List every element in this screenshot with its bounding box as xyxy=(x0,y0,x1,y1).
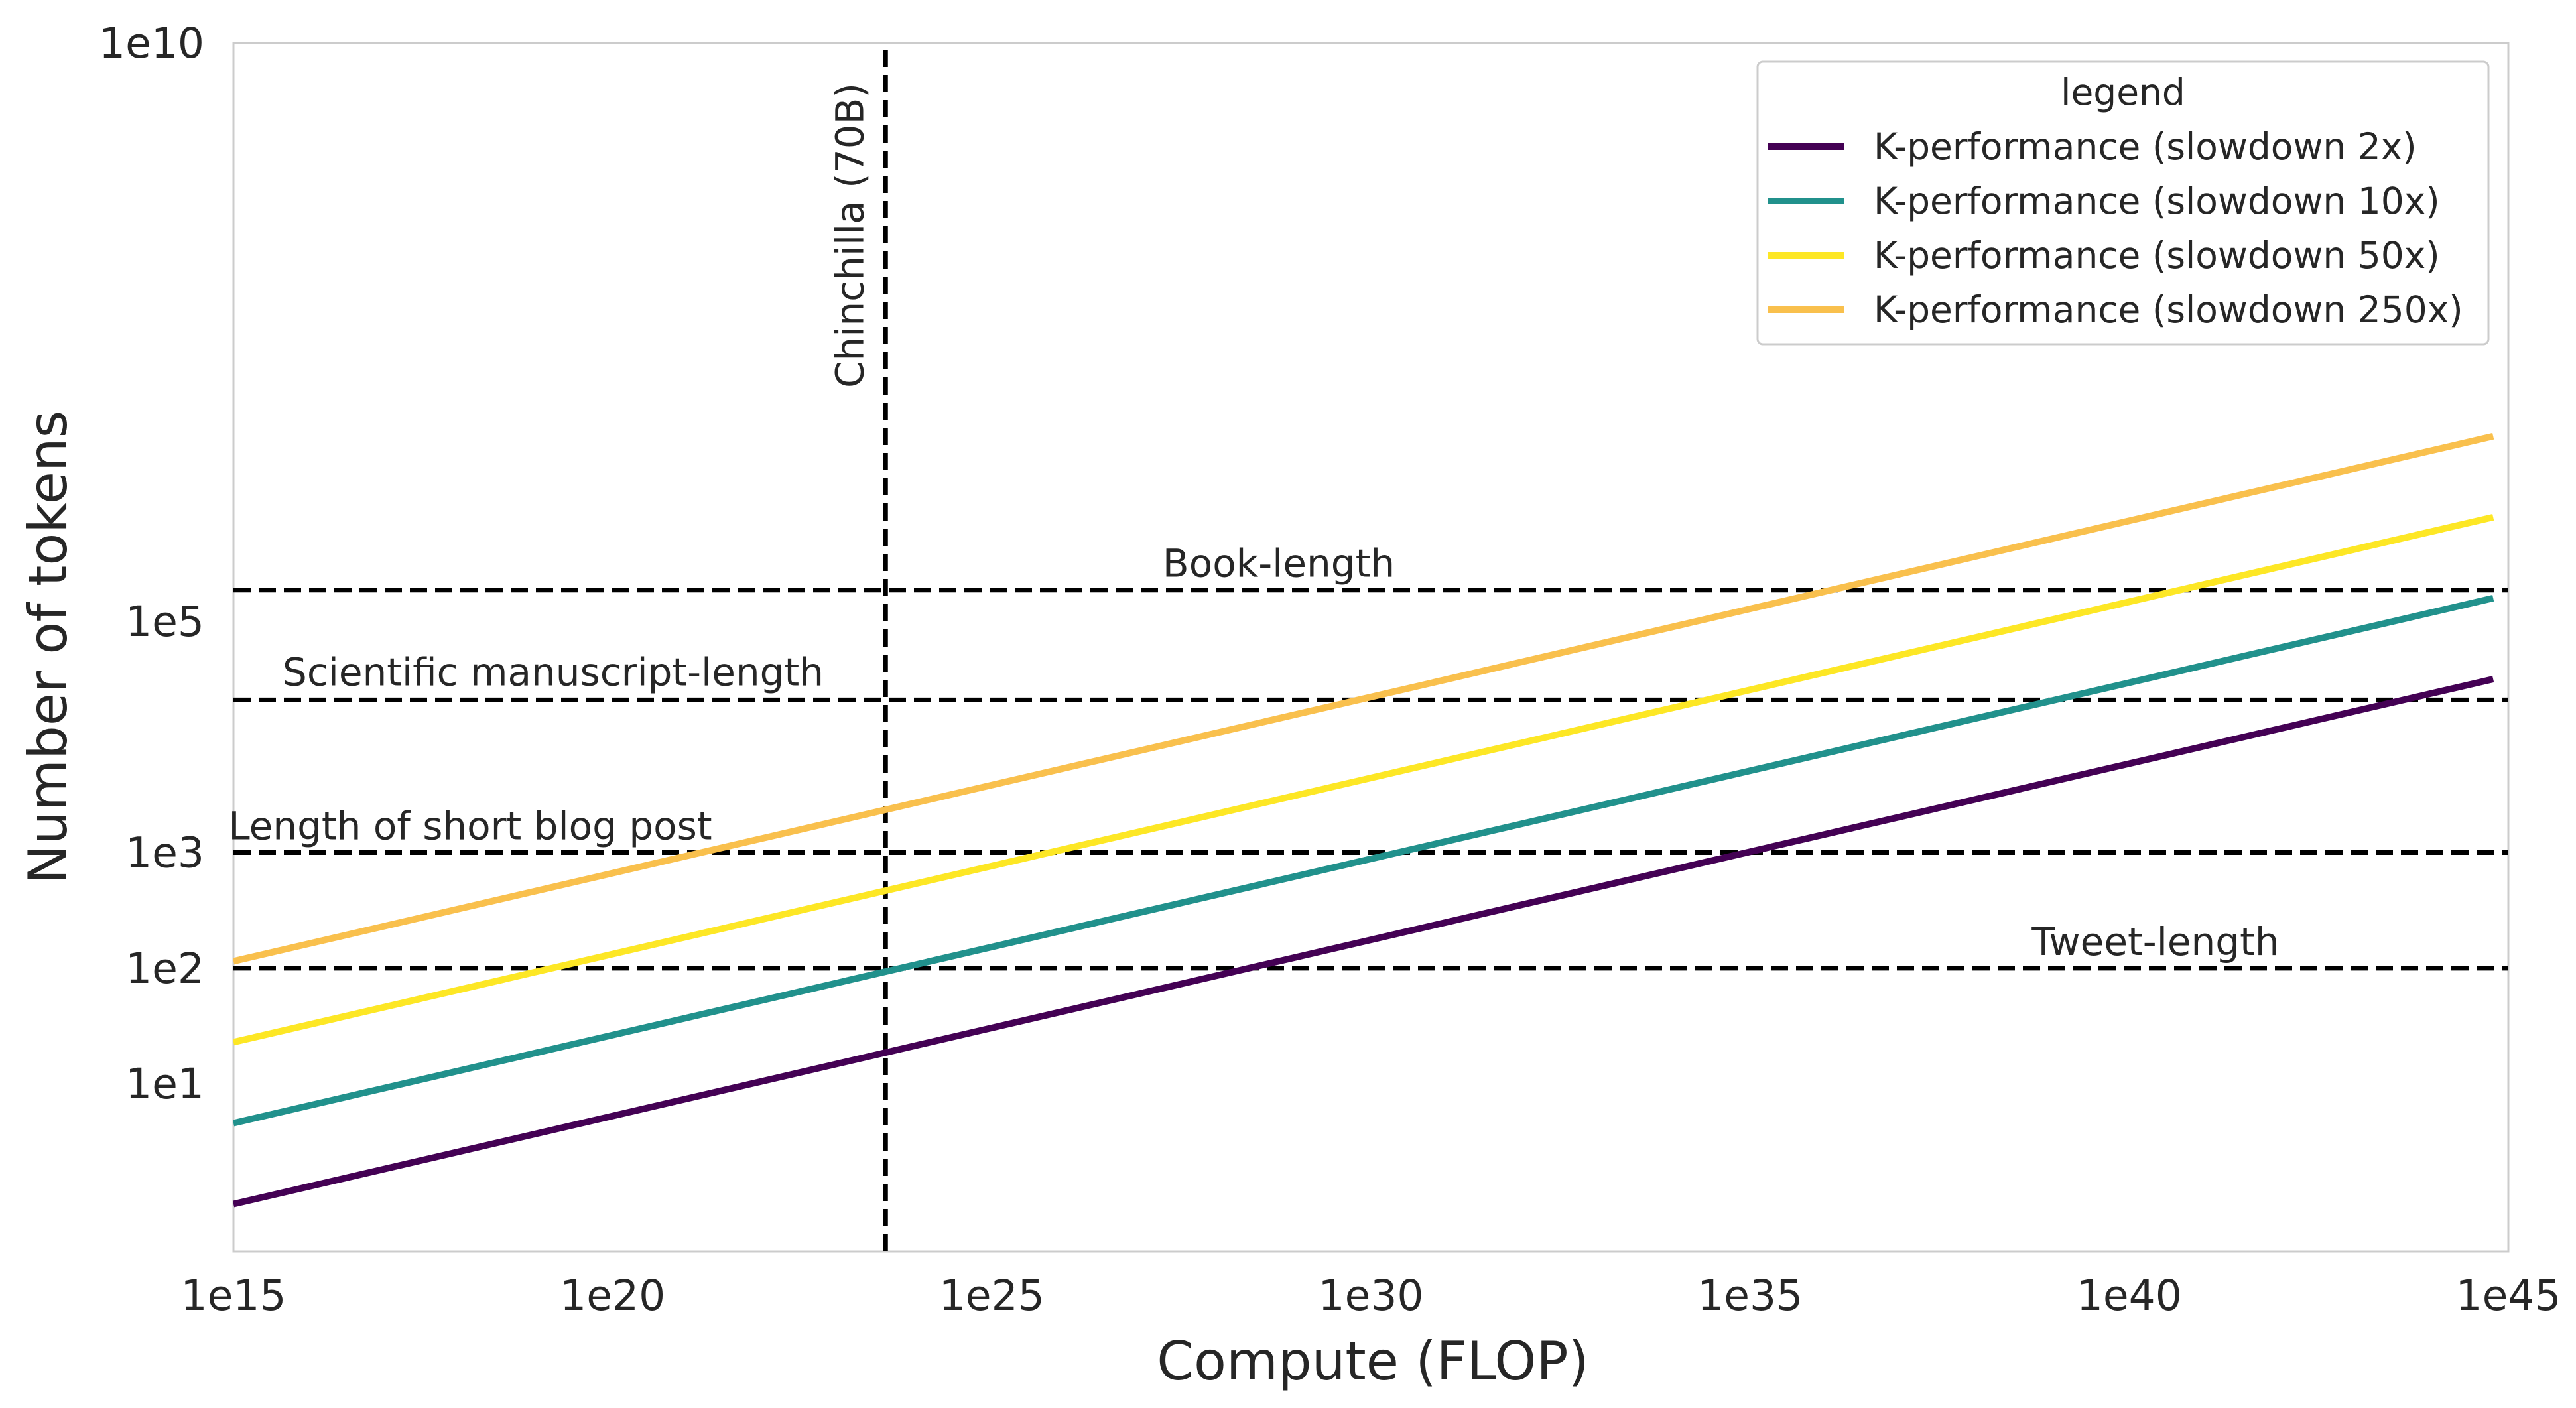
reference-label: Length of short blog post xyxy=(228,803,712,848)
y-tick-label: 1e5 xyxy=(125,598,204,646)
series-line xyxy=(232,676,2494,1208)
x-tick-label: 1e35 xyxy=(1697,1271,1803,1320)
y-tick-label: 1e1 xyxy=(125,1060,204,1108)
reference-label: Book-length xyxy=(1163,541,1395,586)
legend-title: legend xyxy=(2061,71,2185,113)
legend: legend K-performance (slowdown 2x) K-perf… xyxy=(1756,60,2490,346)
reference-label: Chinchilla (70B) xyxy=(827,83,872,388)
y-tick-label: 1e10 xyxy=(99,19,204,68)
legend-label: K-performance (slowdown 250x) xyxy=(1874,288,2463,331)
x-tick-label: 1e40 xyxy=(2077,1271,2182,1320)
x-tick-label: 1e25 xyxy=(939,1271,1045,1320)
reference-label: Scientific manuscript-length xyxy=(283,649,824,694)
y-axis-ticks: 1e1 1e2 1e3 1e5 1e10 xyxy=(99,19,204,1108)
reference-label: Tweet-length xyxy=(2031,919,2279,964)
legend-label: K-performance (slowdown 50x) xyxy=(1874,234,2440,277)
reference-labels: Chinchilla (70B) Book-length Scientific ma… xyxy=(228,83,2279,964)
x-tick-label: 1e30 xyxy=(1318,1271,1423,1320)
x-tick-label: 1e15 xyxy=(180,1271,286,1320)
legend-label: K-performance (slowdown 10x) xyxy=(1874,180,2440,222)
series-line xyxy=(232,595,2494,1127)
series-line xyxy=(232,513,2494,1046)
y-tick-label: 1e2 xyxy=(125,944,204,993)
x-tick-label: 1e45 xyxy=(2455,1271,2561,1320)
series-lines xyxy=(232,432,2494,1208)
x-axis-ticks: 1e15 1e20 1e25 1e30 1e35 1e40 1e45 xyxy=(180,1271,2561,1320)
series-line xyxy=(232,432,2494,965)
legend-box xyxy=(1756,60,2490,346)
x-tick-label: 1e20 xyxy=(560,1271,665,1320)
y-tick-label: 1e3 xyxy=(125,828,204,877)
legend-label: K-performance (slowdown 2x) xyxy=(1874,125,2417,168)
x-axis-label: Compute (FLOP) xyxy=(1157,1330,1589,1392)
y-axis-label: Number of tokens xyxy=(17,411,79,885)
